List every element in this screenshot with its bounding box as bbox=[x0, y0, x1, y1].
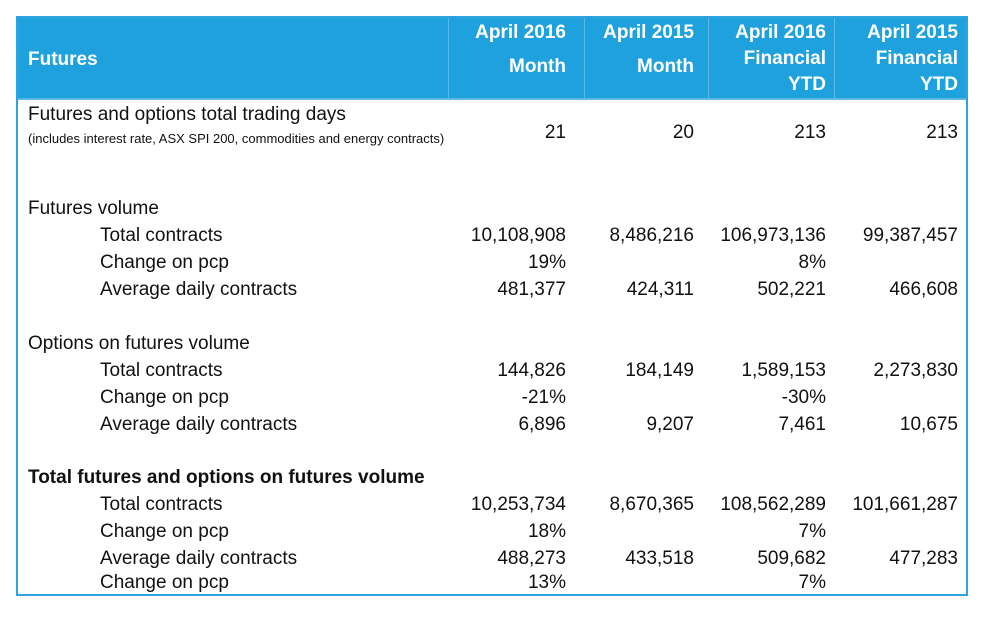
cell-value: 433,518 bbox=[625, 548, 694, 569]
cell-value: 108,562,289 bbox=[720, 494, 826, 515]
column-header-line: April 2016 bbox=[475, 22, 566, 43]
cell-value: 7,461 bbox=[778, 414, 826, 435]
cell-value: 21 bbox=[544, 122, 566, 143]
cell-value: 10,253,734 bbox=[470, 494, 566, 515]
cell-value: 6,896 bbox=[518, 414, 566, 435]
cell-value: 9,207 bbox=[646, 414, 694, 435]
header-divider bbox=[18, 98, 966, 100]
section-heading: Options on futures volume bbox=[28, 333, 250, 354]
cell-value: 20 bbox=[672, 122, 694, 143]
cell-value: -30% bbox=[781, 387, 826, 408]
cell-value: 184,149 bbox=[625, 360, 694, 381]
table-row: Change on pcp 18% 7% bbox=[18, 521, 966, 548]
table-row-trading-days: Futures and options total trading days bbox=[18, 104, 966, 131]
row-label: Change on pcp bbox=[100, 252, 229, 273]
cell-value: 144,826 bbox=[497, 360, 566, 381]
column-header-apr2015-month: April 2015 Month bbox=[594, 20, 694, 98]
header-separator bbox=[584, 18, 585, 100]
cell-value: 10,675 bbox=[899, 414, 958, 435]
cell-value: 8,670,365 bbox=[609, 494, 694, 515]
column-header-line: April 2015 bbox=[603, 22, 694, 43]
cell-value: 502,221 bbox=[757, 279, 826, 300]
cell-value: 99,387,457 bbox=[862, 225, 958, 246]
section-heading-futures-volume: Futures volume bbox=[18, 198, 966, 225]
row-label: Total contracts bbox=[100, 225, 223, 246]
cell-value: 18% bbox=[527, 521, 566, 542]
cell-value: 2,273,830 bbox=[873, 360, 958, 381]
cell-value: -21% bbox=[521, 387, 566, 408]
cell-value: 424,311 bbox=[626, 279, 694, 300]
cell-value: 477,283 bbox=[889, 548, 958, 569]
column-header-line: Month bbox=[509, 56, 566, 77]
header-separator bbox=[708, 18, 709, 100]
table-title: Futures bbox=[28, 49, 98, 70]
section-heading: Total futures and options on futures vol… bbox=[28, 467, 425, 488]
cell-value: 488,273 bbox=[497, 548, 566, 569]
column-header-line: April 2015 bbox=[867, 22, 958, 43]
futures-table: Futures April 2016 Month April 2015 Mont… bbox=[16, 16, 968, 596]
column-header-line: Financial bbox=[875, 48, 958, 69]
column-header-line: April 2016 bbox=[735, 22, 826, 43]
cell-value: 1,589,153 bbox=[741, 360, 826, 381]
table-row: Change on pcp 13% 7% bbox=[18, 572, 966, 599]
row-label: Change on pcp bbox=[100, 387, 229, 408]
cell-value: 101,661,287 bbox=[852, 494, 958, 515]
cell-value: 509,682 bbox=[757, 548, 826, 569]
column-header-apr2015-ytd: April 2015 Financial YTD bbox=[838, 20, 958, 98]
section-heading: Futures volume bbox=[28, 198, 159, 219]
header-separator bbox=[448, 18, 449, 100]
column-header-apr2016-ytd: April 2016 Financial YTD bbox=[708, 20, 826, 98]
cell-value: 213 bbox=[926, 122, 958, 143]
table-row: Change on pcp 19% 8% bbox=[18, 252, 966, 279]
table-row: Total contracts 10,108,908 8,486,216 106… bbox=[18, 225, 966, 252]
cell-value: 8% bbox=[798, 252, 826, 273]
cell-value: 466,608 bbox=[889, 279, 958, 300]
row-label: Change on pcp bbox=[100, 572, 229, 593]
cell-value: 7% bbox=[798, 572, 826, 593]
cell-value: 106,973,136 bbox=[720, 225, 826, 246]
table-row: Change on pcp -21% -30% bbox=[18, 387, 966, 414]
column-header-line: Financial bbox=[743, 48, 826, 69]
table-row: Total contracts 10,253,734 8,670,365 108… bbox=[18, 494, 966, 521]
table-row: Average daily contracts 6,896 9,207 7,46… bbox=[18, 414, 966, 441]
row-label: Average daily contracts bbox=[100, 279, 298, 300]
row-label: Change on pcp bbox=[100, 521, 229, 542]
row-note: (includes interest rate, ASX SPI 200, co… bbox=[28, 131, 445, 146]
table-row: Average daily contracts 481,377 424,311 … bbox=[18, 279, 966, 306]
row-label: Total contracts bbox=[100, 360, 223, 381]
row-label: Average daily contracts bbox=[100, 414, 298, 435]
column-header-line: YTD bbox=[920, 74, 958, 95]
cell-value: 213 bbox=[794, 122, 826, 143]
row-label: Total contracts bbox=[100, 494, 223, 515]
row-label: Average daily contracts bbox=[100, 548, 298, 569]
header-separator bbox=[834, 18, 835, 100]
cell-value: 19% bbox=[527, 252, 566, 273]
column-header-apr2016-month: April 2016 Month bbox=[464, 20, 566, 98]
cell-value: 10,108,908 bbox=[470, 225, 566, 246]
row-label: Futures and options total trading days bbox=[28, 104, 346, 125]
section-heading-total-volume: Total futures and options on futures vol… bbox=[18, 467, 966, 494]
column-header-line: Month bbox=[637, 56, 694, 77]
cell-value: 13% bbox=[527, 572, 566, 593]
table-row-trading-days-values: 21 20 213 213 bbox=[18, 122, 966, 149]
section-heading-options-volume: Options on futures volume bbox=[18, 333, 966, 360]
cell-value: 7% bbox=[798, 521, 826, 542]
cell-value: 481,377 bbox=[497, 279, 566, 300]
table-header: Futures April 2016 Month April 2015 Mont… bbox=[18, 18, 966, 100]
column-header-line: YTD bbox=[788, 74, 826, 95]
table-row: Average daily contracts 488,273 433,518 … bbox=[18, 548, 966, 575]
table-row: Total contracts 144,826 184,149 1,589,15… bbox=[18, 360, 966, 387]
cell-value: 8,486,216 bbox=[609, 225, 694, 246]
